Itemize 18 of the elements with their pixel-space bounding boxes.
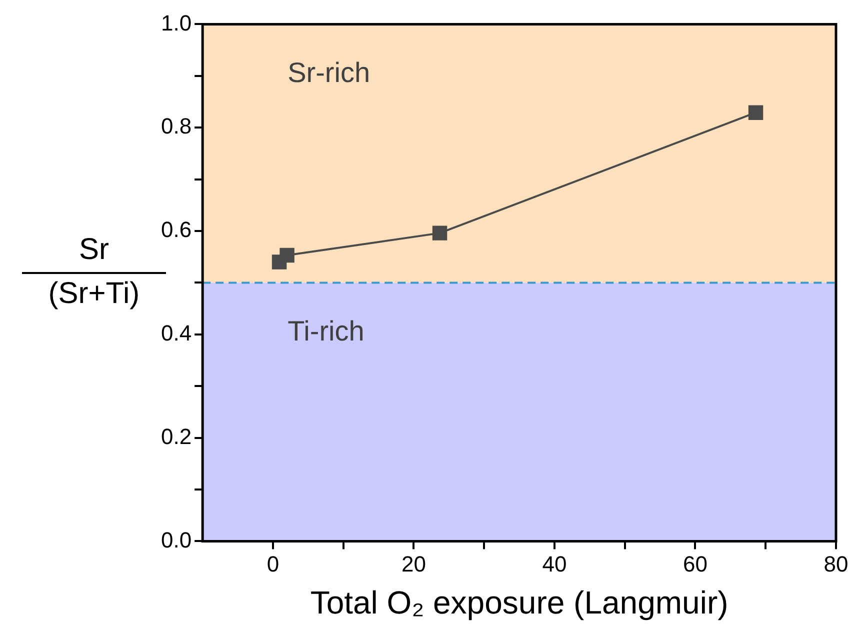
x-tick-label: 60 — [683, 551, 708, 576]
x-tick-label: 20 — [401, 551, 426, 576]
y-tick-label: 0.4 — [160, 320, 192, 346]
x-tick-label: 40 — [542, 551, 567, 576]
y-tick-label: 1.0 — [160, 10, 192, 36]
point — [748, 105, 764, 120]
y-tick-label: 0.6 — [160, 217, 192, 242]
y-tick-label: 0.0 — [160, 527, 192, 552]
x-axis-title: Total O₂ exposure (Langmuir) — [310, 584, 728, 621]
point — [280, 248, 294, 263]
band-label: Sr-rich — [288, 56, 370, 88]
band-label: Ti-rich — [288, 315, 364, 346]
x-tick-label: 0 — [266, 551, 280, 576]
x-tick-label: 80 — [824, 551, 848, 576]
y-tick-label: 0.8 — [160, 114, 192, 139]
y-axis-title: Sr (Sr+Ti) — [48, 233, 140, 310]
y-tick-label: 0.2 — [160, 424, 192, 449]
point — [432, 226, 448, 240]
